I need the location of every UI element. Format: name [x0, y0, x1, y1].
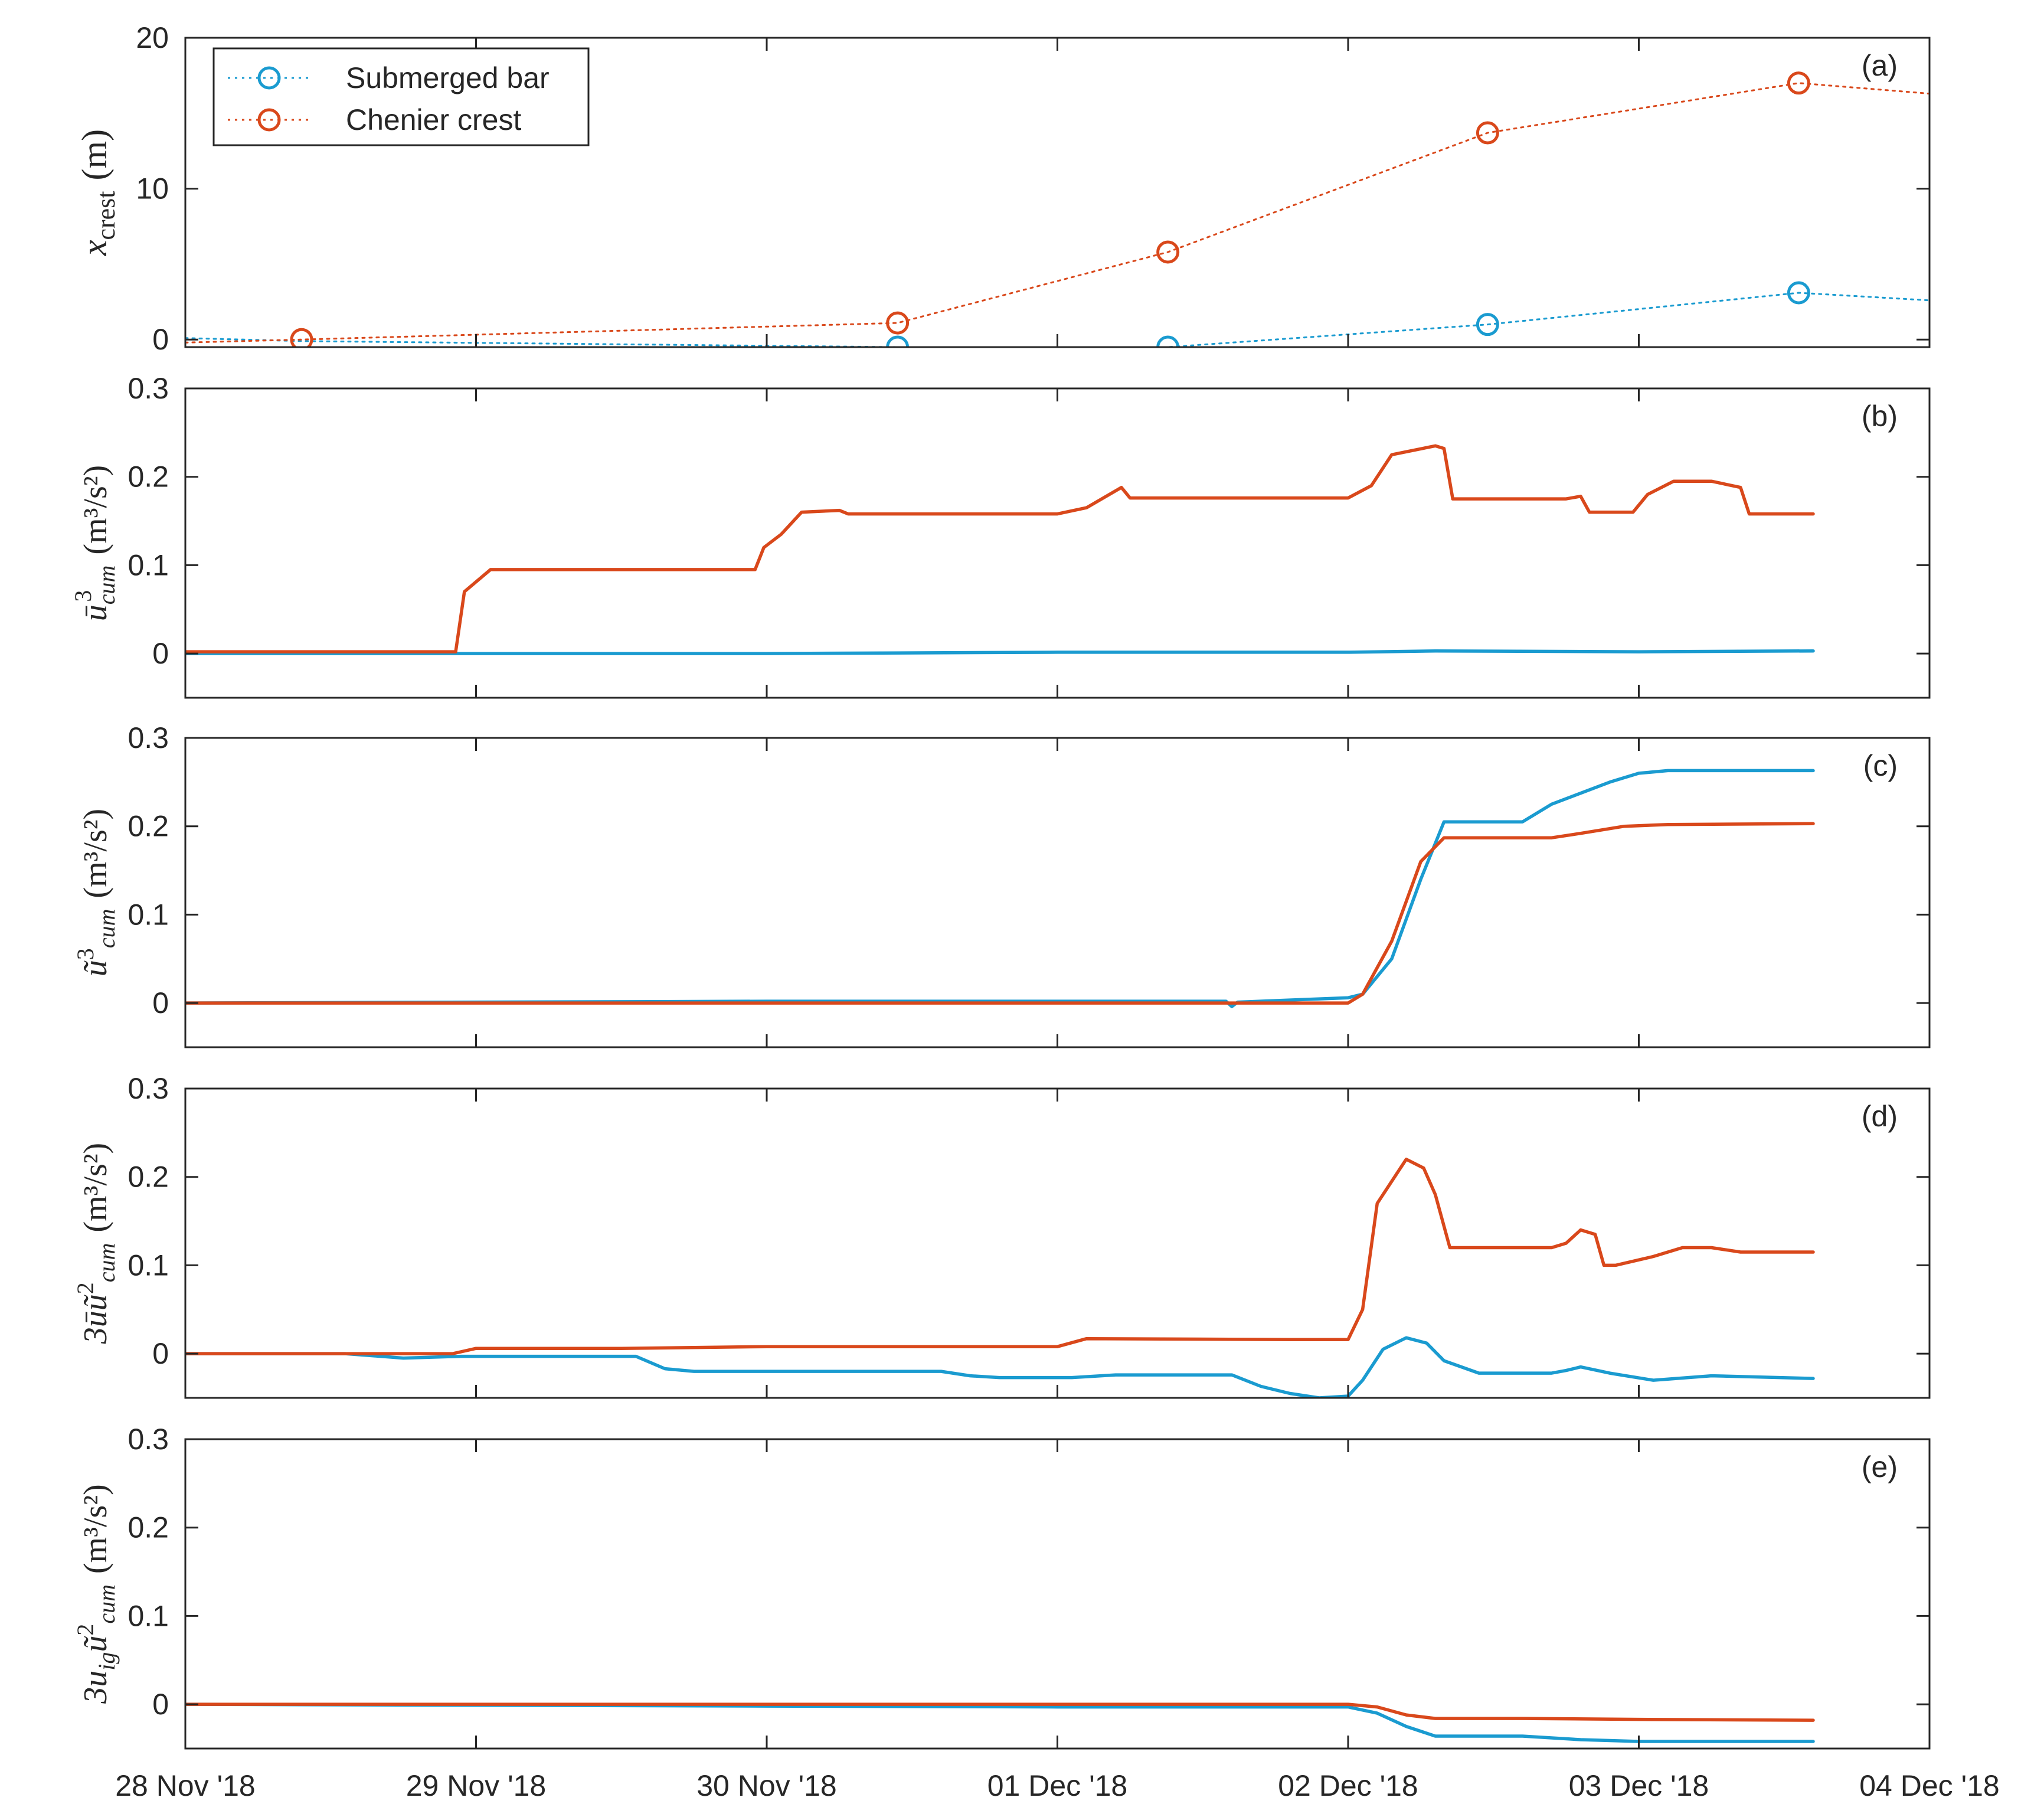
legend: Submerged bar Chenier crest — [212, 47, 590, 146]
x-tick-label: 04 Dec '18 — [1859, 1769, 1999, 1802]
legend-label-bar: Submerged bar — [346, 61, 550, 94]
series-marker — [1787, 281, 1810, 305]
legend-label-chenier: Chenier crest — [346, 103, 521, 136]
series-line-chenier-crest — [185, 444, 1815, 653]
x-tick-label: 30 Nov '18 — [696, 1769, 836, 1802]
series-line-submerged-bar — [185, 1336, 1815, 1398]
y-axis-label-main: ū — [77, 604, 114, 621]
y-axis-label-main-2: ũ — [77, 1636, 114, 1652]
y-tick-label: 0 — [152, 323, 169, 356]
y-tick-label: 0.1 — [127, 548, 169, 581]
y-axis-label-sup: 2 — [72, 1624, 99, 1636]
series-line-chenier-crest — [185, 1702, 1815, 1722]
y-tick-label: 0.2 — [127, 1511, 169, 1544]
panel-a: 0 10 20 (a) xcrest (m) Submerged bar Chenie… — [75, 21, 1931, 356]
y-axis-label-unit: (m³/s²) — [77, 465, 114, 555]
series-marker — [1156, 240, 1180, 264]
series-marker — [290, 328, 313, 347]
x-tick-label: 28 Nov '18 — [115, 1769, 255, 1802]
x-tick-label: 01 Dec '18 — [987, 1769, 1127, 1802]
panel-e: 0 0.1 0.2 0.3 (e) 3uigũ2cum (m³/s²) — [72, 1423, 1931, 1750]
legend-box — [212, 47, 590, 146]
x-tick-label: 03 Dec '18 — [1569, 1769, 1709, 1802]
axes-frame — [184, 1087, 1931, 1399]
y-axis-label-sup: 3 — [70, 590, 96, 602]
y-axis-label-sub: crest — [91, 191, 120, 240]
series-line-submerged-bar — [185, 292, 1929, 347]
y-tick-label: 0.3 — [127, 1072, 169, 1105]
y-axis-label-main: 3ūũ — [77, 1294, 114, 1344]
y-axis-label-main: 3u — [77, 1671, 114, 1704]
series-marker — [886, 311, 910, 335]
legend-marker-chenier — [257, 108, 281, 132]
y-axis-label-sup: 2 — [72, 1282, 99, 1294]
series-marker — [1787, 71, 1810, 95]
series-marker — [1476, 313, 1499, 336]
y-axis-label-unit: (m³/s²) — [77, 809, 114, 898]
axes-frame — [184, 1438, 1931, 1750]
y-tick-label: 0.3 — [127, 721, 169, 754]
series-line-submerged-bar — [185, 1702, 1815, 1743]
series-marker — [1156, 335, 1180, 347]
legend-marker-bar — [257, 66, 281, 90]
y-axis-label-sub: cum — [93, 1243, 120, 1283]
x-axis-tick-labels: 28 Nov '18 29 Nov '18 30 Nov '18 01 Dec '18… — [115, 1769, 1999, 1802]
y-axis-label-sub: cum — [93, 1584, 120, 1624]
panel-label: (b) — [1862, 400, 1898, 433]
y-tick-label: 0 — [152, 986, 169, 1019]
y-axis-label: 3ūũ2cum (m³/s²) — [72, 1143, 120, 1344]
y-tick-label: 0.1 — [127, 898, 169, 931]
series-line-chenier-crest — [185, 822, 1815, 1005]
y-axis-label-sup: 3 — [72, 948, 99, 960]
y-tick-label: 0.1 — [127, 1599, 169, 1632]
panel-c: 0 0.1 0.2 0.3 (c) ũ3cum (m³/s²) — [72, 721, 1931, 1048]
y-axis-label-unit: (m³/s²) — [77, 1484, 114, 1574]
y-tick-label: 0.3 — [127, 1423, 169, 1456]
y-axis-label-main: x — [75, 240, 114, 256]
y-tick-label: 0.2 — [127, 810, 169, 843]
panel-label: (d) — [1862, 1100, 1898, 1133]
series-marker — [1476, 121, 1499, 145]
y-tick-label: 0 — [152, 1688, 169, 1721]
y-axis-label: ũ3cum (m³/s²) — [72, 809, 120, 976]
y-axis-label-sub: cum — [93, 566, 120, 605]
series-line-chenier-crest — [185, 1158, 1815, 1355]
y-axis-label: 3uigũ2cum (m³/s²) — [72, 1484, 120, 1704]
panel-label: (c) — [1863, 749, 1898, 782]
y-axis-label-sub-ig: ig — [93, 1652, 120, 1671]
y-tick-label: 0 — [152, 1337, 169, 1370]
y-axis-label-unit: (m³/s²) — [77, 1143, 114, 1233]
panel-b: 0 0.1 0.2 0.3 (b) ūcum3 (m³/s²) — [70, 372, 1931, 699]
y-tick-label: 20 — [136, 21, 169, 54]
panel-label: (a) — [1862, 49, 1898, 82]
y-tick-label: 0.2 — [127, 460, 169, 494]
y-axis-label: xcrest (m) — [75, 129, 120, 256]
y-tick-label: 0 — [152, 637, 169, 670]
y-axis-label-main: ũ — [77, 960, 114, 976]
y-axis-label-sub: cum — [93, 909, 120, 949]
series-line-submerged-bar — [185, 649, 1815, 655]
panel-label: (e) — [1862, 1450, 1898, 1483]
y-axis-label-unit: (m) — [75, 129, 114, 181]
y-axis-label: ūcum3 (m³/s²) — [70, 465, 120, 621]
panel-d: 0 0.1 0.2 0.3 (d) 3ūũ2cum (m³/s²) — [72, 1072, 1931, 1399]
series-line-submerged-bar — [185, 769, 1815, 1008]
y-tick-label: 0.3 — [127, 372, 169, 405]
series-marker — [886, 335, 910, 347]
y-tick-label: 0.1 — [127, 1249, 169, 1282]
x-tick-label: 02 Dec '18 — [1278, 1769, 1418, 1802]
x-tick-label: 29 Nov '18 — [406, 1769, 546, 1802]
y-tick-label: 0.2 — [127, 1161, 169, 1194]
series-line-chenier-crest — [185, 82, 1929, 344]
y-tick-label: 10 — [136, 172, 169, 205]
